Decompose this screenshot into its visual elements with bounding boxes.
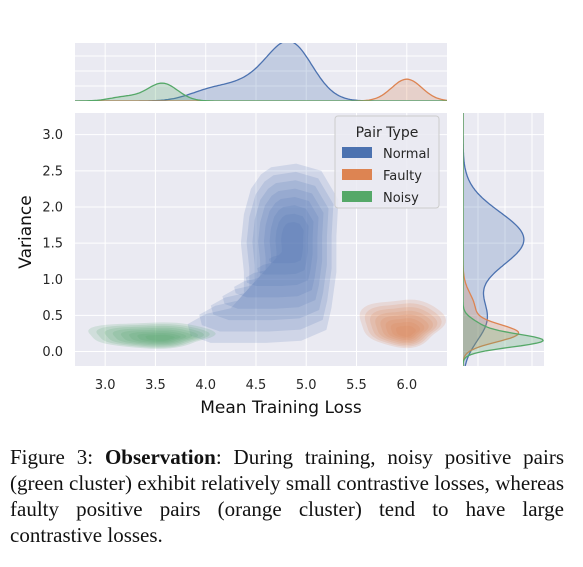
kde-level-normal	[257, 213, 309, 275]
kde-level-normal	[234, 197, 319, 298]
legend-label-faulty: Faulty	[383, 169, 422, 184]
top-marginal-grid	[75, 43, 447, 101]
kde-level-noisy	[112, 327, 199, 346]
y-tick-label: 0.5	[42, 309, 63, 324]
top-density-fill-noisy	[75, 83, 447, 101]
y-tick-labels: 0.0 0.5 1.0 1.5 2.0 2.5 3.0	[42, 128, 63, 360]
kde-level-normal	[222, 188, 324, 309]
caption-bold: Observation	[104, 445, 216, 469]
x-tick-label: 5.5	[346, 378, 367, 393]
right-density-fill-noisy	[463, 113, 544, 366]
y-tick-label: 3.0	[42, 128, 63, 143]
kde-level-faulty	[390, 322, 421, 339]
x-tick-label: 4.0	[195, 378, 216, 393]
y-tick-label: 2.0	[42, 200, 63, 215]
y-tick-label: 0.0	[42, 345, 63, 360]
x-tick-label: 3.0	[95, 378, 116, 393]
x-tick-label: 6.0	[396, 378, 417, 393]
legend-swatch-normal	[342, 147, 372, 158]
top-marginal-panel	[75, 43, 447, 101]
kde-noisy	[88, 322, 216, 349]
right-marginal-panel	[463, 113, 544, 366]
kde-contours	[88, 163, 446, 349]
kde-level-faulty	[364, 303, 442, 347]
kde-level-normal	[187, 163, 339, 343]
right-density-fill-normal	[463, 113, 524, 366]
x-axis-label: Mean Training Loss	[200, 398, 362, 418]
kde-level-noisy	[129, 331, 187, 344]
caption-text: : During training, noisy positive pairs …	[10, 445, 564, 547]
legend-label-normal: Normal	[383, 147, 430, 162]
caption-label: Figure 3:	[10, 445, 94, 469]
legend-title: Pair Type	[356, 125, 419, 141]
kde-level-faulty	[385, 318, 425, 341]
figure: 3.0 3.5 4.0 4.5 5.0 5.5 6.0 0.0 0.5 1.0 1.5 2.0 2.5…	[16, 43, 544, 418]
top-density-line-normal	[75, 43, 447, 101]
top-density-fill-faulty	[75, 79, 447, 101]
y-tick-label: 1.5	[42, 237, 63, 252]
top-density-line-faulty	[75, 78, 447, 101]
kde-level-noisy	[96, 324, 210, 348]
top-density-line-noisy	[75, 82, 447, 101]
kde-level-faulty	[375, 310, 433, 344]
kde-faulty	[359, 299, 446, 349]
legend-box	[334, 115, 440, 209]
kde-level-noisy	[145, 334, 175, 341]
right-density-line-faulty	[463, 113, 520, 366]
y-axis-label: Variance	[16, 195, 36, 268]
top-density-fill-normal	[75, 43, 447, 101]
kde-level-normal	[245, 205, 314, 286]
x-tick-label: 4.5	[246, 378, 267, 393]
kde-level-noisy	[88, 322, 216, 349]
right-marginal-grid	[463, 113, 544, 366]
right-density-fill-faulty	[463, 113, 519, 366]
right-marginal-densities	[463, 113, 544, 366]
legend: Pair Type Normal Faulty Noisy	[334, 115, 440, 209]
kde-level-faulty	[359, 299, 446, 349]
x-tick-label: 3.5	[145, 378, 166, 393]
figure-caption: Figure 3: Observation: During training, …	[10, 444, 564, 548]
kde-level-faulty	[370, 307, 438, 345]
joint-plot: 3.0 3.5 4.0 4.5 5.0 5.5 6.0 0.0 0.5 1.0 1.5 2.0 2.5…	[16, 43, 544, 418]
legend-swatch-noisy	[342, 191, 372, 202]
legend-label-noisy: Noisy	[383, 191, 419, 206]
y-tick-label: 2.5	[42, 164, 63, 179]
kde-level-noisy	[104, 325, 204, 347]
x-tick-label: 5.0	[296, 378, 317, 393]
kde-level-faulty	[395, 325, 416, 337]
kde-level-noisy	[120, 329, 193, 345]
kde-level-noisy	[137, 333, 181, 342]
right-density-line-noisy	[463, 113, 544, 366]
legend-swatch-faulty	[342, 169, 372, 180]
kde-level-faulty	[380, 314, 429, 342]
kde-level-normal	[268, 222, 304, 264]
top-marginal-densities	[75, 43, 447, 101]
kde-normal	[187, 163, 339, 343]
y-tick-label: 1.0	[42, 273, 63, 288]
x-tick-labels: 3.0 3.5 4.0 4.5 5.0 5.5 6.0	[95, 378, 417, 393]
kde-level-normal	[199, 171, 334, 332]
kde-level-normal	[210, 180, 329, 321]
